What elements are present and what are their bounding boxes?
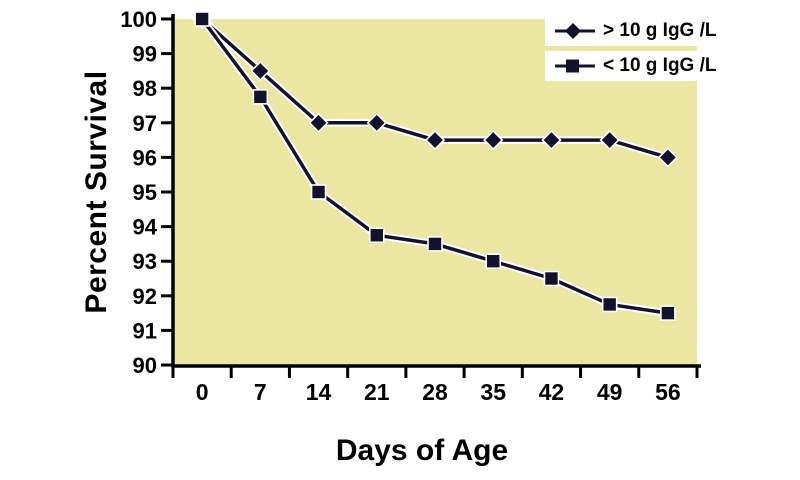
data-point-marker <box>599 129 620 151</box>
x-axis-tick-label: 28 <box>422 379 448 405</box>
y-axis-tick-label: 97 <box>133 111 157 136</box>
x-axis-tick-label: 35 <box>480 379 506 405</box>
square-marker-icon <box>555 59 595 73</box>
y-axis-title: Percent Survival <box>80 70 113 314</box>
x-axis-tick-label: 7 <box>254 379 267 405</box>
x-axis-title: Days of Age <box>335 434 509 467</box>
x-axis-tick-label: 42 <box>539 379 565 405</box>
x-axis-tick-label: 0 <box>196 379 209 405</box>
y-axis-tick-label: 100 <box>120 7 157 32</box>
x-axis-tick-label: 14 <box>306 379 332 405</box>
x-axis-tick-label: 21 <box>364 379 390 405</box>
x-axis-tick-label: 49 <box>597 379 623 405</box>
y-axis-tick-label: 95 <box>133 180 157 205</box>
y-axis-tick-label: 92 <box>133 284 157 309</box>
data-point-marker <box>483 129 504 151</box>
y-axis-tick-label: 90 <box>133 353 157 378</box>
y-axis-tick-label: 91 <box>133 318 157 343</box>
data-point-marker <box>485 253 502 269</box>
y-axis-tick-label: 94 <box>133 215 158 240</box>
y-axis-tick-label: 96 <box>133 145 157 170</box>
data-point-marker <box>601 296 618 313</box>
y-axis-tick-label: 98 <box>133 76 157 101</box>
data-point-marker <box>308 112 329 133</box>
diamond-marker-icon <box>555 23 595 39</box>
legend-entry-high-igg: > 10 g IgG /L <box>545 16 789 46</box>
data-point-marker <box>368 227 385 244</box>
data-point-marker <box>424 129 446 151</box>
x-axis-tick-label: 56 <box>655 379 681 405</box>
legend-label-high-igg: > 10 g IgG /L <box>603 20 717 41</box>
data-point-marker <box>250 60 271 82</box>
data-point-marker <box>194 11 210 27</box>
y-axis-tick-label: 99 <box>133 42 157 67</box>
data-point-marker <box>427 236 443 252</box>
legend-label-low-igg: < 10 g IgG /L <box>603 55 717 76</box>
data-point-marker <box>541 129 562 151</box>
legend: > 10 g IgG /L < 10 g IgG /L <box>545 16 789 86</box>
legend-entry-low-igg: < 10 g IgG /L <box>545 51 763 81</box>
data-point-marker <box>543 270 560 287</box>
data-point-marker <box>660 305 676 321</box>
data-point-marker <box>366 112 387 133</box>
y-axis-tick-label: 93 <box>133 249 157 274</box>
data-point-marker <box>657 147 679 168</box>
data-point-marker <box>310 184 327 200</box>
data-point-marker <box>252 89 269 105</box>
